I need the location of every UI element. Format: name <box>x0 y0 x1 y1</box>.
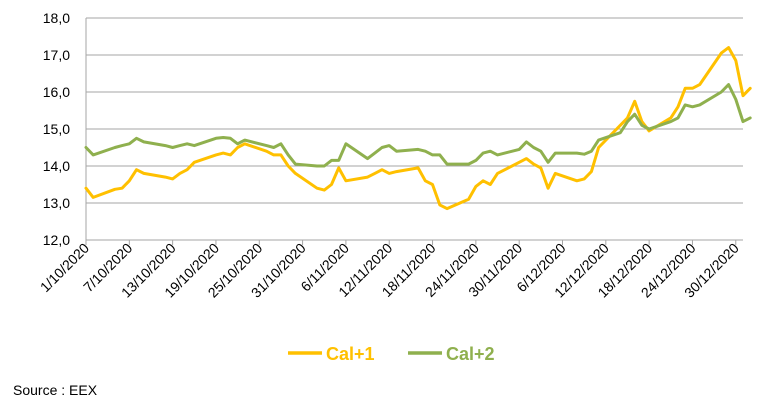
y-tick-label: 17,0 <box>43 47 70 63</box>
legend: Cal+1 Cal+2 <box>288 344 495 364</box>
series-group <box>84 46 752 211</box>
y-tick-label: 18,0 <box>43 10 70 26</box>
y-tick-label: 15,0 <box>43 121 70 137</box>
y-tick-label: 14,0 <box>43 158 70 174</box>
source-note: Source : EEX <box>13 382 98 398</box>
legend-label: Cal+2 <box>446 344 495 364</box>
series-line-cal-2 <box>84 83 752 168</box>
y-axis-ticks: 12,0 13,0 14,0 15,0 16,0 17,0 18,0 <box>43 10 70 248</box>
x-axis: 1/10/20207/10/202013/10/202019/10/202025… <box>37 240 742 301</box>
y-tick-label: 16,0 <box>43 84 70 100</box>
y-tick-label: 13,0 <box>43 195 70 211</box>
series-line-cal-1 <box>84 46 752 211</box>
gridlines <box>85 17 743 241</box>
y-tick-label: 12,0 <box>43 232 70 248</box>
legend-label: Cal+1 <box>326 344 375 364</box>
